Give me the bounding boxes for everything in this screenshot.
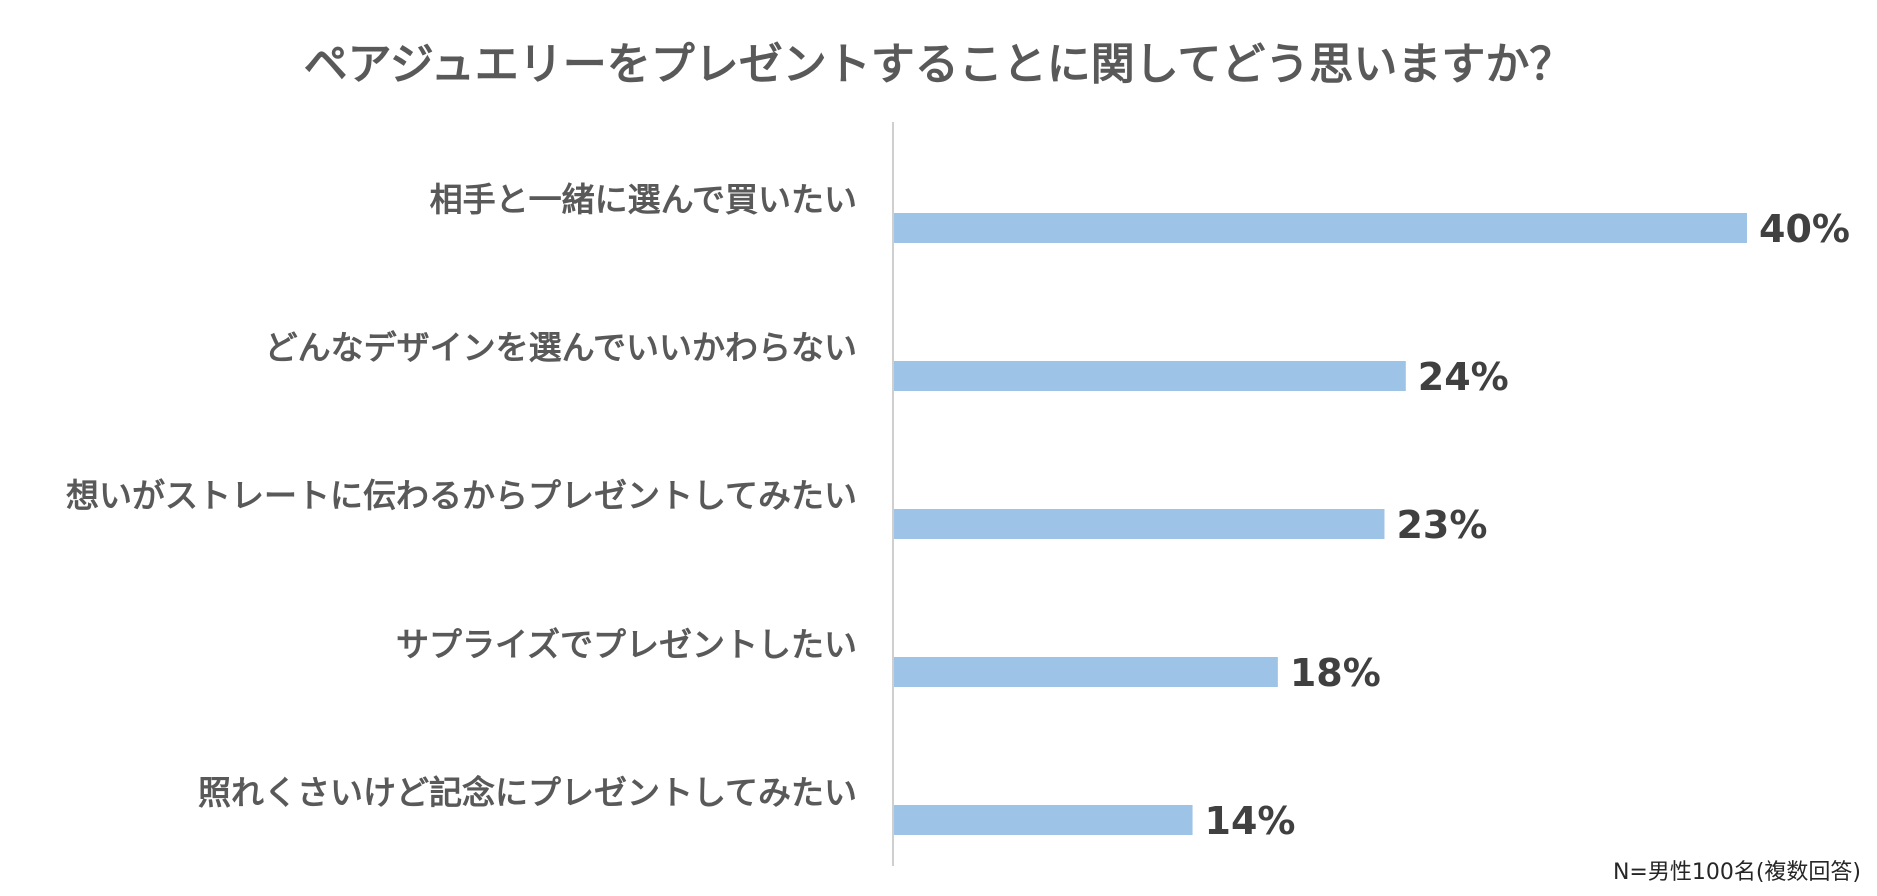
chart-title: ペアジュエリーをプレゼントすることに関してどう思いますか？	[303, 39, 1574, 90]
value-label: 40%	[1759, 207, 1850, 251]
value-label: 23%	[1396, 503, 1487, 547]
bar	[894, 509, 1385, 539]
category-label: 照れくさいけど記念にプレゼントしてみたい	[198, 773, 857, 812]
value-label: 14%	[1205, 799, 1296, 843]
bar	[894, 805, 1193, 835]
category-label: サプライズでプレゼントしたい	[396, 625, 857, 664]
value-label: 18%	[1290, 651, 1381, 695]
footnote: N=男性100名(複数回答)	[1612, 860, 1861, 885]
category-label: 想いがストレートに伝わるからプレゼントしてみたい	[66, 476, 857, 515]
bar	[894, 361, 1406, 391]
bars-group: 相手と一緒に選んで買いたい 40% どんなデザインを選んでいいかわらない 24% 想いが…	[66, 180, 1850, 843]
bar	[894, 213, 1747, 243]
value-label: 24%	[1418, 355, 1509, 399]
category-label: どんなデザインを選んでいいかわらない	[265, 328, 857, 367]
bar	[894, 657, 1278, 687]
category-label: 相手と一緒に選んで買いたい	[430, 180, 857, 219]
